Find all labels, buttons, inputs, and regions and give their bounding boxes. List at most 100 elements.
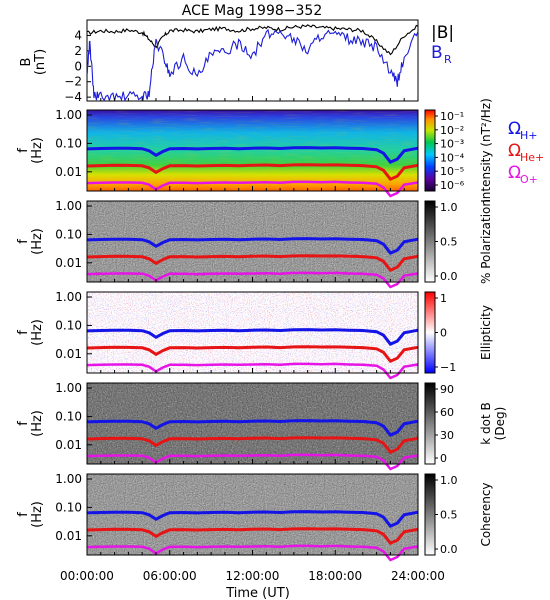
colorbar-label-units: (Deg) bbox=[493, 407, 507, 441]
b-ytick-label: −2 bbox=[64, 75, 82, 89]
time-tick-label: 24:00:00 bbox=[391, 569, 445, 583]
spectrogram-panel: 1.00 0.10 0.01 f (Hz) 1.0 0.5 0.0 % Polarization bbox=[16, 199, 493, 289]
freq-tick-label: 1.00 bbox=[55, 108, 82, 122]
colorbar-tick-label: 10⁻⁴ bbox=[440, 151, 465, 164]
freq-axis-units: (Hz) bbox=[30, 501, 45, 528]
h-plus-gyrofrequency-line bbox=[86, 328, 419, 346]
time-tick-label: 00:00:00 bbox=[60, 569, 114, 583]
freq-axis-units: (Hz) bbox=[30, 410, 45, 437]
colorbar-tick-label: −1 bbox=[440, 361, 456, 374]
o-plus-gyrofrequency-line bbox=[86, 271, 419, 289]
colorbar bbox=[424, 109, 436, 192]
freq-tick-label: 0.01 bbox=[55, 347, 82, 361]
colorbar-tick-label: 10⁻³ bbox=[440, 138, 464, 151]
freq-axis-units: (Hz) bbox=[30, 228, 45, 255]
spectrogram-texture bbox=[87, 474, 418, 555]
colorbar bbox=[424, 382, 436, 465]
b-frame bbox=[86, 19, 419, 102]
freq-axis-units: (Hz) bbox=[30, 319, 45, 346]
time-tick-label: 12:00:00 bbox=[226, 569, 280, 583]
figure-title: ACE Mag 1998−352 bbox=[182, 3, 322, 19]
colorbar-tick-label: 0 bbox=[440, 452, 447, 465]
o-plus-gyrofrequency-line bbox=[86, 180, 419, 198]
freq-axis-label: f bbox=[16, 148, 31, 153]
spectrogram-texture bbox=[87, 383, 418, 464]
b-ylabel-units: (nT) bbox=[33, 49, 48, 75]
colorbar-tick-label: 0.5 bbox=[440, 236, 458, 249]
b-ylabel: B bbox=[19, 58, 34, 67]
freq-axis-label: f bbox=[16, 421, 31, 426]
omega-h-symbol: Ω bbox=[508, 119, 521, 139]
o-plus-gyrofrequency-line bbox=[86, 544, 419, 562]
h-plus-gyrofrequency-line bbox=[86, 237, 419, 255]
freq-tick-label: 1.00 bbox=[55, 290, 82, 304]
colorbar-tick-label: 30 bbox=[440, 429, 454, 442]
freq-tick-label: 0.10 bbox=[55, 318, 82, 332]
legend-b-r-subscript: R bbox=[444, 53, 452, 66]
spectrogram-texture bbox=[87, 110, 418, 191]
freq-tick-label: 0.01 bbox=[55, 165, 82, 179]
ion-gyrofrequency-legend: Ω H+ Ω He+ Ω O+ bbox=[508, 119, 544, 186]
freq-tick-label: 1.00 bbox=[55, 472, 82, 486]
b-ytick-label: 0 bbox=[74, 59, 82, 73]
colorbar-tick-label: 60 bbox=[440, 406, 454, 419]
freq-tick-label: 0.10 bbox=[55, 409, 82, 423]
freq-tick-label: 0.10 bbox=[55, 227, 82, 241]
freq-tick-label: 1.00 bbox=[55, 199, 82, 213]
o-plus-gyrofrequency-line bbox=[86, 453, 419, 471]
colorbar-tick-label: 10⁻¹ bbox=[440, 110, 464, 123]
colorbar-tick-label: 90 bbox=[440, 383, 454, 396]
legend-b-r: B bbox=[431, 43, 443, 63]
freq-axis-label: f bbox=[16, 330, 31, 335]
time-tick-label: 18:00:00 bbox=[308, 569, 362, 583]
spectrogram-panel: 1.00 0.10 0.01 f (Hz) 10⁻¹10⁻²10⁻³10⁻⁴10⁻⁵10⁻… bbox=[16, 98, 493, 203]
b-field-panel: B (nT) |B| B R 4 20 −2−4 bbox=[19, 19, 454, 104]
colorbar-tick-label: 0.0 bbox=[440, 270, 458, 283]
spectrogram-panel: 1.00 0.10 0.01 f (Hz) 90 60 30 0 k dot B (Deg) bbox=[16, 381, 507, 471]
freq-tick-label: 0.10 bbox=[55, 500, 82, 514]
spectrogram-texture bbox=[87, 201, 418, 282]
spectrogram-texture bbox=[87, 292, 418, 373]
colorbar-tick-label: 1.0 bbox=[440, 474, 458, 487]
freq-tick-label: 0.01 bbox=[55, 529, 82, 543]
colorbar-tick-label: 0 bbox=[440, 327, 447, 340]
colorbar-tick-label: 10⁻⁵ bbox=[440, 165, 464, 178]
freq-tick-label: 0.01 bbox=[55, 438, 82, 452]
colorbar-tick-label: 0.0 bbox=[440, 543, 458, 556]
he-plus-gyrofrequency-line bbox=[86, 436, 419, 455]
b-ytick-label: 2 bbox=[74, 44, 82, 58]
omega-o-symbol: Ω bbox=[508, 163, 521, 183]
colorbar bbox=[424, 200, 436, 283]
colorbar bbox=[424, 473, 436, 556]
colorbar-tick-label: 0.5 bbox=[440, 509, 458, 522]
b-ytick-label: 4 bbox=[74, 28, 82, 42]
colorbar-tick-label: 10⁻² bbox=[440, 124, 464, 137]
h-plus-gyrofrequency-line bbox=[86, 146, 419, 164]
he-plus-gyrofrequency-line bbox=[86, 527, 419, 546]
freq-axis-label: f bbox=[16, 512, 31, 517]
colorbar-label: k dot B bbox=[479, 402, 493, 444]
h-plus-gyrofrequency-line bbox=[86, 510, 419, 528]
x-axis-label: Time (UT) bbox=[225, 586, 290, 600]
colorbar-tick-label: 10⁻⁶ bbox=[440, 179, 465, 192]
spectrogram-panel: 1.00 0.10 0.01 f (Hz) 1.0 0.5 0.0 Coherency bbox=[16, 472, 493, 562]
b-ytick-label: −4 bbox=[64, 90, 82, 104]
b-r-line bbox=[86, 28, 419, 102]
omega-h-label: H+ bbox=[520, 129, 538, 142]
he-plus-gyrofrequency-line bbox=[86, 345, 419, 364]
time-axis: 00:00:00 06:00:00 12:00:00 18:00:00 24:00:00 bbox=[60, 569, 445, 583]
he-plus-gyrofrequency-line bbox=[86, 163, 419, 182]
colorbar bbox=[424, 291, 436, 374]
freq-tick-label: 0.10 bbox=[55, 136, 82, 150]
colorbar-label: Ellipticity bbox=[479, 305, 493, 360]
time-tick-label: 06:00:00 bbox=[143, 569, 197, 583]
legend-b-total: |B| bbox=[431, 23, 454, 43]
omega-he-symbol: Ω bbox=[508, 141, 521, 161]
freq-axis-units: (Hz) bbox=[30, 137, 45, 164]
spectrogram-panel: 1.00 0.10 0.01 f (Hz) 1 0 −1 Ellipticity bbox=[16, 290, 493, 380]
he-plus-gyrofrequency-line bbox=[86, 254, 419, 273]
colorbar-tick-label: 1.0 bbox=[440, 201, 458, 214]
colorbar-label: Intensity (nT²/Hz) bbox=[479, 98, 493, 203]
colorbar-label: % Polarization bbox=[479, 199, 493, 284]
